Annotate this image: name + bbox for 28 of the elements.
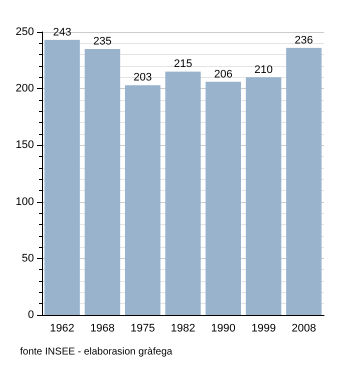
- x-tick-label: 2008: [292, 322, 316, 334]
- bar: [44, 40, 80, 315]
- data-label: 203: [134, 72, 152, 84]
- bar: [246, 77, 282, 315]
- bar: [206, 82, 242, 315]
- data-label: 243: [52, 26, 72, 38]
- bar: [165, 72, 201, 315]
- x-tick-label: 1962: [50, 322, 74, 334]
- bar: [84, 48, 120, 315]
- x-tick-label: 1990: [211, 322, 236, 334]
- x-tick-label: 1968: [90, 322, 115, 334]
- y-tick-label: 250: [16, 26, 34, 38]
- y-tick-label: 0: [28, 309, 34, 321]
- data-label: 236: [294, 34, 314, 46]
- bar: [286, 48, 322, 315]
- x-tick-label: 1982: [170, 322, 196, 334]
- y-tick-label: 50: [22, 252, 34, 264]
- bar: [124, 85, 160, 315]
- x-tick-label: 1975: [130, 322, 155, 334]
- data-label: 206: [214, 68, 232, 80]
- data-label: 235: [93, 35, 112, 48]
- source-note: fonte INSEE - elaborasion gràfega: [20, 346, 173, 358]
- y-tick-label: 200: [16, 82, 34, 95]
- y-tick-label: 150: [16, 139, 34, 152]
- y-tick-label: 100: [16, 196, 34, 208]
- data-label: 215: [174, 58, 192, 70]
- data-label: 210: [254, 64, 273, 76]
- x-tick-label: 1999: [251, 322, 276, 334]
